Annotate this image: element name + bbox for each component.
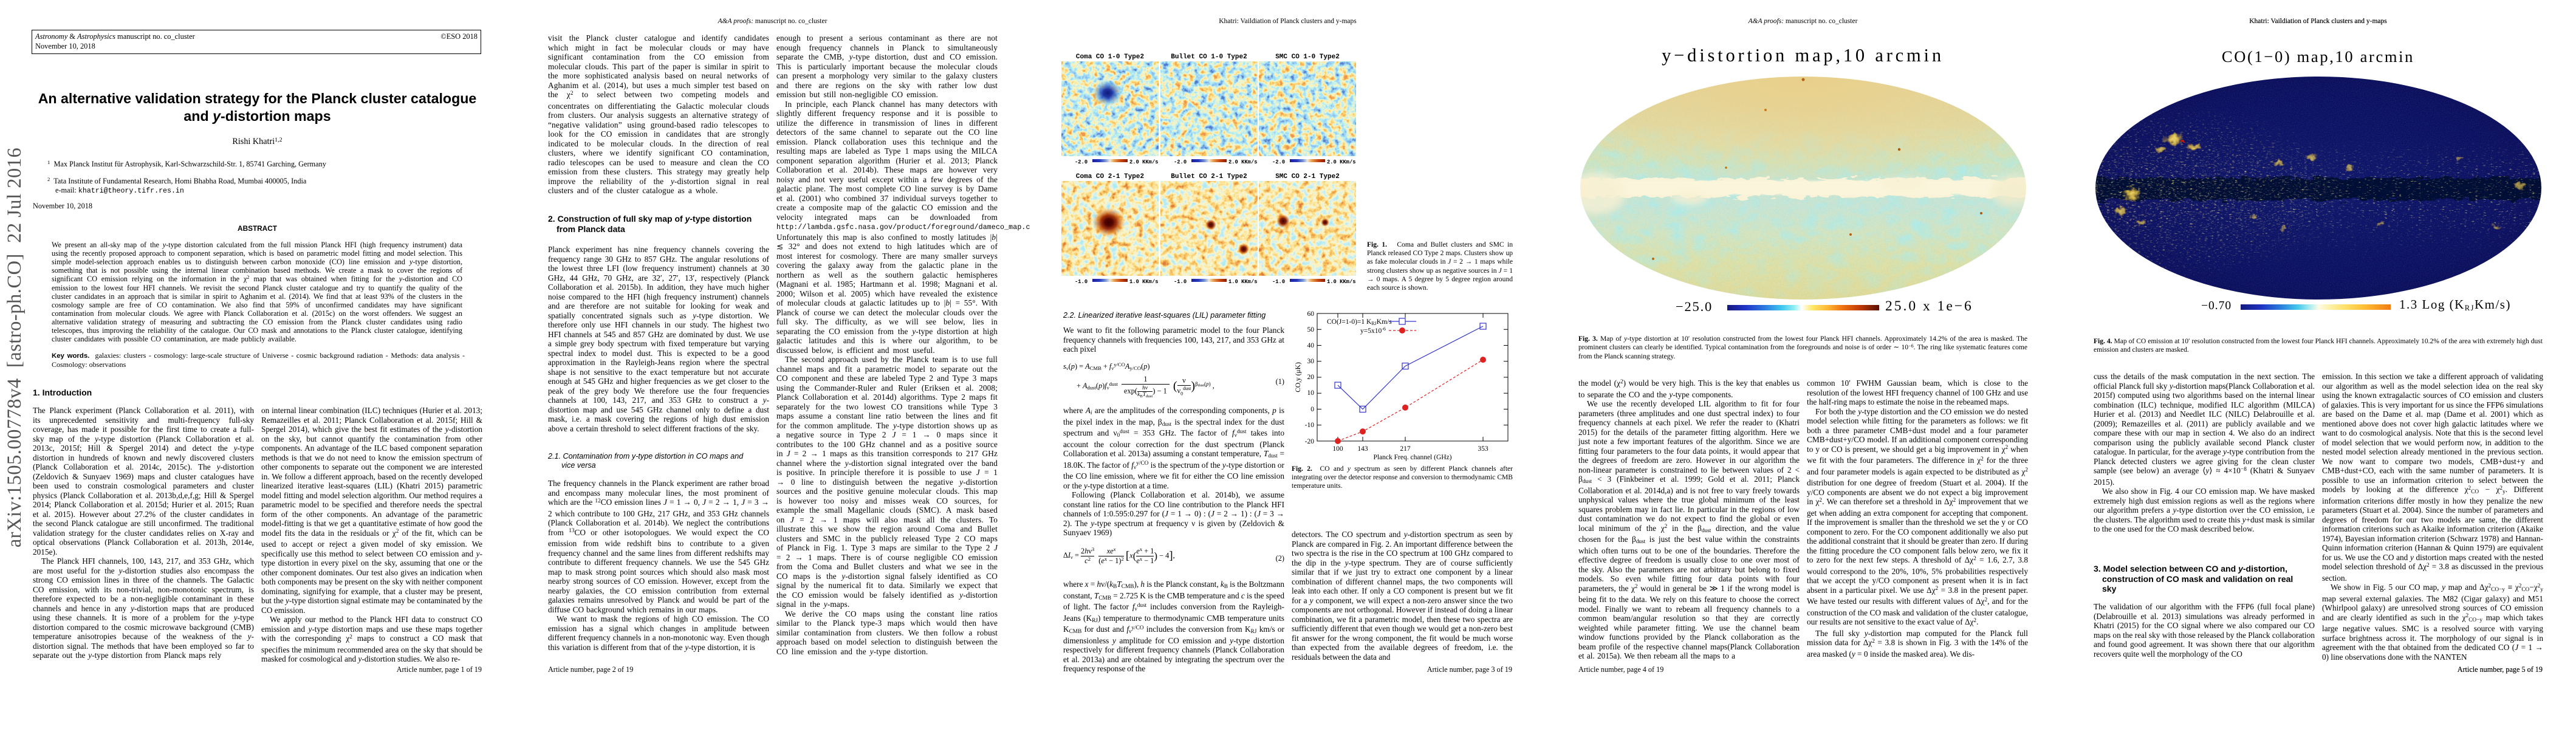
- svg-text:Bullet CO 1-0 Type2: Bullet CO 1-0 Type2: [1171, 53, 1247, 61]
- svg-text:CO,y (μK): CO,y (μK): [1295, 362, 1302, 392]
- svg-text:SMC CO 2-1 Type2: SMC CO 2-1 Type2: [1275, 173, 1340, 180]
- svg-text:Coma CO 1-0 Type2: Coma CO 1-0 Type2: [1076, 53, 1144, 61]
- svg-text:-2.0: -2.0: [1174, 159, 1187, 165]
- svg-text:1.0 KKm/s: 1.0 KKm/s: [1129, 279, 1159, 285]
- svg-text:-1.0: -1.0: [1075, 279, 1088, 285]
- svg-text:CO(J=1-0)=1 KRJKm/s: CO(J=1-0)=1 KRJKm/s: [1327, 318, 1392, 326]
- svg-text:-2.0: -2.0: [1272, 159, 1285, 165]
- svg-text:217: 217: [1400, 445, 1411, 453]
- svg-text:2.0 KKm/s: 2.0 KKm/s: [1228, 159, 1258, 165]
- svg-text:Bullet CO 2-1 Type2: Bullet CO 2-1 Type2: [1171, 173, 1247, 180]
- svg-text:Coma CO 2-1 Type2: Coma CO 2-1 Type2: [1076, 173, 1144, 180]
- svg-text:20: 20: [1307, 374, 1315, 381]
- svg-text:143: 143: [1357, 445, 1368, 453]
- svg-text:30: 30: [1307, 358, 1315, 365]
- svg-text:SMC CO 1-0 Type2: SMC CO 1-0 Type2: [1275, 53, 1340, 61]
- svg-text:2.0 KKm/s: 2.0 KKm/s: [1129, 159, 1159, 165]
- svg-text:50: 50: [1307, 326, 1315, 334]
- svg-text:40: 40: [1307, 342, 1315, 349]
- svg-text:0: 0: [1310, 406, 1314, 413]
- svg-text:Planck Freq. channel (GHz): Planck Freq. channel (GHz): [1373, 454, 1451, 461]
- svg-text:-10: -10: [1305, 422, 1315, 429]
- svg-text:-1.0: -1.0: [1174, 279, 1187, 285]
- svg-text:353: 353: [1478, 445, 1488, 453]
- svg-text:-1.0: -1.0: [1272, 279, 1285, 285]
- svg-text:60: 60: [1307, 310, 1315, 318]
- svg-text:-20: -20: [1305, 438, 1315, 445]
- svg-text:2.0 KKm/s: 2.0 KKm/s: [1327, 159, 1356, 165]
- svg-text:1.0 KKm/s: 1.0 KKm/s: [1327, 279, 1356, 285]
- svg-text:10: 10: [1307, 389, 1315, 397]
- svg-text:y=5x10-6: y=5x10-6: [1360, 326, 1386, 335]
- svg-text:100: 100: [1332, 445, 1343, 453]
- svg-text:1.0 KKm/s: 1.0 KKm/s: [1228, 279, 1258, 285]
- svg-text:-2.0: -2.0: [1075, 159, 1088, 165]
